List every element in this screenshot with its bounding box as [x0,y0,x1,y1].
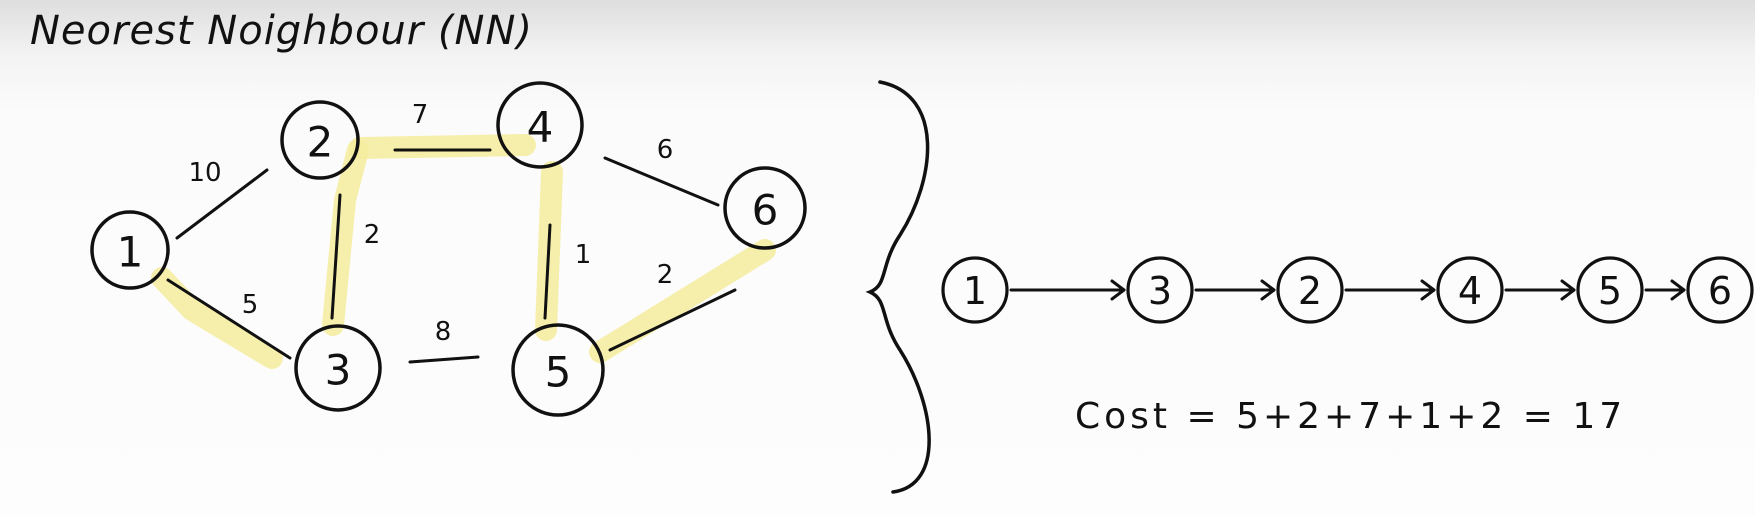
path-node-label-4: 4 [1458,269,1482,313]
edge-weight-4-6: 6 [657,135,674,165]
right-arrow-icon [1009,279,1126,301]
edge-weight-4-5: 1 [575,240,592,270]
edge-1-3 [166,278,292,360]
edge-4-6 [603,156,720,207]
highlight-5-6 [589,239,776,363]
edge-3-5 [408,355,480,364]
right-arrow-icon [1644,279,1686,301]
edge-weight-5-6: 2 [657,260,674,290]
path-node-circle-6 [1686,256,1754,324]
edge-weights: 10 5 2 7 8 1 6 2 [188,100,673,347]
path-node-circle-3 [1276,256,1344,324]
edge-weight-1-3: 5 [242,290,259,320]
edge-4-5 [543,223,552,320]
node-circle-2 [280,100,360,180]
right-arrow-icon [1344,279,1436,301]
path-node-label-3: 2 [1298,269,1322,313]
path-node-label-5: 5 [1598,269,1622,313]
node-label-2: 2 [307,118,334,167]
path-node-circle-4 [1436,256,1504,324]
edge-weight-1-2: 10 [188,158,221,188]
highlight-1-3 [151,267,283,369]
node-label-4: 4 [527,103,554,152]
graph-edges [166,148,737,364]
node-label-5: 5 [545,348,572,397]
node-circle-3 [294,324,382,412]
edge-2-3 [330,193,342,320]
node-circle-1 [90,210,170,290]
node-circle-5 [511,323,605,417]
path-node-label-2: 3 [1148,269,1172,313]
edge-5-6 [608,288,737,352]
cost-equation: Cost = 5+2+7+1+2 = 17 [1075,396,1626,437]
edge-1-2 [175,168,269,240]
edge-weight-2-3: 2 [364,220,381,250]
right-arrow-icon [1194,279,1276,301]
node-label-1: 1 [117,228,144,277]
path-node-circle-1 [941,256,1009,324]
node-circle-6 [723,166,807,250]
path-node-label-1: 1 [963,269,987,313]
right-arrow-icon [1504,279,1576,301]
path-node-label-6: 6 [1708,269,1732,313]
node-circle-4 [496,81,584,169]
nn-path-sequence: 1 3 2 4 5 6 [941,256,1754,324]
node-label-6: 6 [752,186,779,235]
highlight-2-3 [322,139,369,336]
highlight-2-4 [349,134,536,159]
edge-weight-2-4: 7 [412,100,429,130]
page-title: Neorest Noighbour (NN) [30,8,533,54]
edge-weight-3-5: 8 [435,317,452,347]
path-node-circle-2 [1126,256,1194,324]
right-curly-brace-icon [865,80,931,494]
node-label-3: 3 [325,346,352,395]
highlighted-route [151,134,776,369]
graph-nodes: 1 2 3 4 5 6 [90,81,807,417]
path-node-circle-5 [1576,256,1644,324]
